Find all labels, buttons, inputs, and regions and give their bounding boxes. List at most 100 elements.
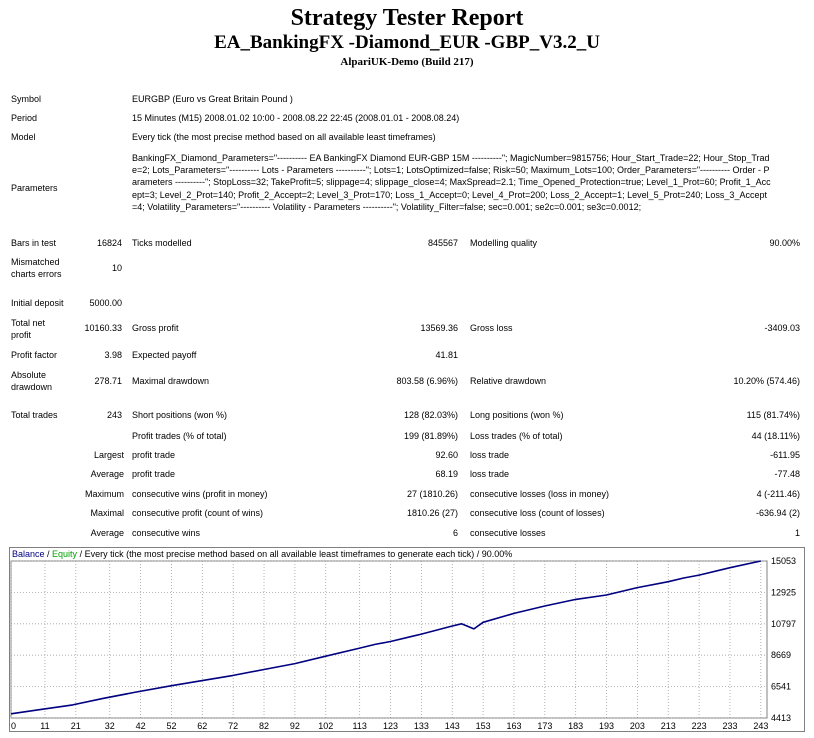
x-tick-label: 233 (722, 721, 737, 731)
mxl-cl-label: consecutive loss (count of losses) (470, 508, 605, 518)
maximal-label: Maximal (90, 508, 124, 518)
balance-chart: 0 11 21 32 42 52 62 72 82 92 102 113 123 133 143 153 163… (9, 547, 805, 732)
x-tick-label: 42 (136, 721, 146, 731)
absdd-label-2: drawdown (11, 382, 53, 392)
ticks-label: Ticks modelled (132, 238, 192, 248)
largest-pt-label: profit trade (132, 450, 176, 460)
pf-label: Profit factor (11, 350, 58, 360)
average-pt-label: profit trade (132, 469, 176, 479)
parameters-label: Parameters (11, 183, 58, 193)
avg-cw-value: 6 (452, 528, 458, 538)
y-tick-label: 10797 (771, 619, 796, 629)
long-label: Long positions (won %) (470, 410, 564, 420)
report-title: Strategy Tester Report (290, 5, 524, 31)
period-label: Period (11, 113, 38, 123)
legend-sep: / (44, 549, 53, 559)
x-tick-label: 183 (568, 721, 583, 731)
trades-value: 243 (106, 410, 122, 420)
quality-label: Modelling quality (470, 238, 538, 248)
mxl-cp-label: consecutive profit (count of wins) (132, 508, 264, 518)
x-tick-label: 173 (537, 721, 552, 731)
avg-cl-value: 1 (794, 528, 800, 538)
x-tick-label: 203 (630, 721, 645, 731)
average-label: Average (90, 469, 124, 479)
ptrades-value: 199 (81.89%) (403, 431, 458, 441)
max-cw-label: consecutive wins (profit in money) (132, 489, 268, 499)
x-tick-label: 223 (692, 721, 707, 731)
largest-label: Largest (93, 450, 124, 460)
x-tick-label: 102 (318, 721, 333, 731)
x-tick-label: 21 (71, 721, 81, 731)
balance-line (10, 560, 761, 715)
netprofit-label-1: Total net (11, 318, 46, 328)
mismatch-label-1: Mismatched (11, 257, 60, 267)
payoff-value: 41.81 (435, 350, 458, 360)
avg2-label: Average (90, 528, 124, 538)
long-value: 115 (81.74%) (746, 410, 800, 420)
avg-cl-label: consecutive losses (470, 528, 546, 538)
model-value: Every tick (the most precise method base… (132, 132, 436, 142)
x-tick-label: 243 (753, 721, 768, 731)
pf-value: 3.98 (104, 350, 122, 360)
deposit-value: 5000.00 (89, 298, 122, 308)
maxdd-label: Maximal drawdown (132, 376, 210, 386)
report-server: AlpariUK-Demo (Build 217) (340, 56, 474, 68)
grossloss-value: -3409.03 (764, 323, 800, 333)
quality-value: 90.00% (769, 238, 800, 248)
payoff-label: Expected payoff (132, 350, 197, 360)
x-tick-label: 153 (476, 721, 491, 731)
avg-cw-label: consecutive wins (132, 528, 201, 538)
model-label: Model (11, 132, 36, 142)
max-cl-value: 4 (-211.46) (756, 489, 800, 499)
max-cw-value: 27 (1810.26) (406, 489, 458, 499)
legend-rest: / Every tick (the most precise method ba… (77, 549, 513, 559)
symbol-label: Symbol (11, 94, 42, 104)
mxl-cl-value: -636.94 (2) (755, 508, 800, 518)
x-tick-label: 62 (197, 721, 207, 731)
symbol-value: EURGBP (Euro vs Great Britain Pound ) (132, 94, 293, 104)
x-tick-label: 0 (11, 721, 16, 731)
largest-pt-value: 92.60 (435, 450, 458, 460)
absdd-value: 278.71 (94, 376, 122, 386)
legend-balance: Balance (12, 549, 45, 559)
grossprofit-label: Gross profit (132, 323, 179, 333)
x-tick-label: 143 (445, 721, 460, 731)
netprofit-value: 10160.33 (84, 323, 122, 333)
short-value: 128 (82.03%) (403, 410, 458, 420)
period-value: 15 Minutes (M15) 2008.01.02 10:00 - 2008… (132, 113, 460, 123)
x-tick-label: 11 (40, 721, 49, 731)
x-tick-label: 213 (661, 721, 676, 731)
chart-legend: Balance / Equity / Every tick (the most … (12, 549, 512, 560)
max-cl-label: consecutive losses (loss in money) (470, 489, 610, 499)
y-tick-label: 8669 (771, 650, 791, 660)
mismatch-value: 10 (111, 263, 122, 273)
deposit-label: Initial deposit (11, 298, 64, 308)
largest-lt-value: -611.95 (770, 450, 800, 460)
ltrades-label: Loss trades (% of total) (470, 431, 563, 441)
x-tick-label: 92 (290, 721, 300, 731)
x-tick-label: 113 (353, 721, 367, 731)
average-lt-value: -77.48 (774, 469, 800, 479)
absdd-label-1: Absolute (11, 370, 47, 380)
y-tick-label: 12925 (771, 587, 796, 597)
ticks-value: 845567 (427, 238, 458, 248)
grossloss-label: Gross loss (470, 323, 513, 333)
mismatch-label-2: charts errors (11, 269, 62, 279)
x-tick-label: 133 (414, 721, 429, 731)
legend-equity: Equity (52, 549, 78, 559)
trades-label: Total trades (11, 410, 58, 420)
average-lt-label: loss trade (470, 469, 510, 479)
x-tick-label: 52 (166, 721, 176, 731)
bars-label: Bars in test (11, 238, 57, 248)
chart-frame (9, 547, 805, 732)
report-subtitle: EA_BankingFX -Diamond_EUR -GBP_V3.2_U (214, 32, 600, 53)
x-tick-label: 72 (228, 721, 238, 731)
mxl-cp-value: 1810.26 (27) (406, 508, 458, 518)
y-tick-label: 4413 (771, 713, 791, 723)
ptrades-label: Profit trades (% of total) (132, 431, 227, 441)
maximum-label: Maximum (84, 489, 124, 499)
y-tick-label: 6541 (771, 682, 791, 692)
x-tick-label: 82 (259, 721, 269, 731)
netprofit-label-2: profit (11, 330, 32, 340)
largest-lt-label: loss trade (470, 450, 510, 460)
